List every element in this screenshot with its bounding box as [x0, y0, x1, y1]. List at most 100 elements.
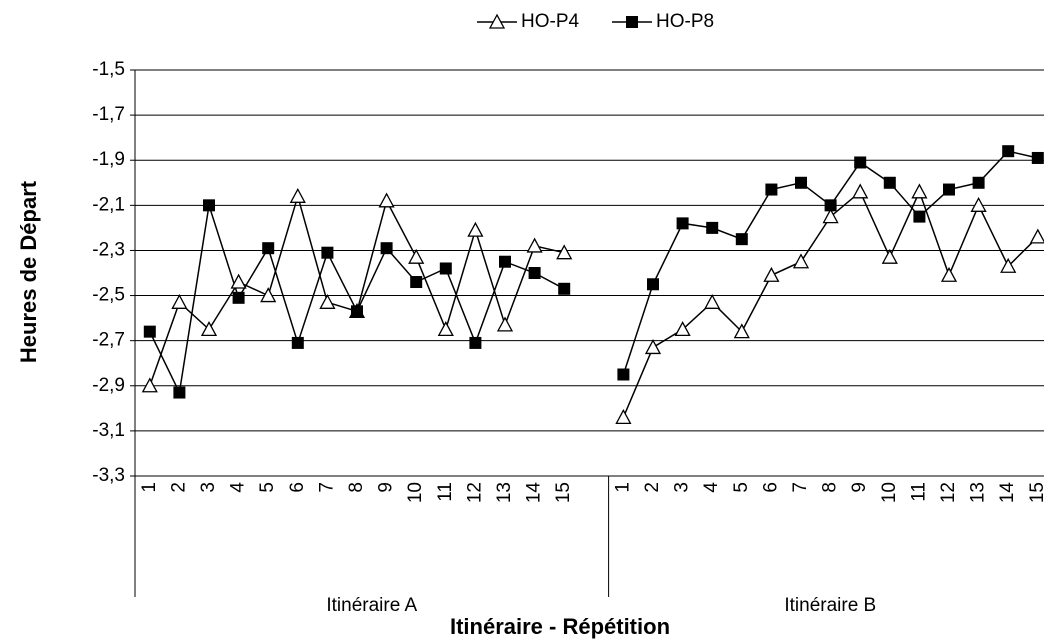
marker: [380, 242, 393, 255]
marker: [854, 156, 867, 169]
y-tick-label: -2,1: [92, 194, 125, 215]
marker: [143, 325, 156, 338]
y-tick-label: -2,7: [92, 330, 125, 351]
marker: [200, 321, 218, 337]
marker: [615, 408, 632, 425]
marker: [735, 233, 748, 246]
marker: [439, 262, 452, 275]
y-tick-label: -2,5: [92, 285, 125, 306]
marker: [556, 244, 573, 260]
marker: [1029, 228, 1044, 244]
marker: [499, 255, 511, 268]
marker: [173, 386, 186, 399]
x-tick-label: 15: [1027, 482, 1044, 503]
y-tick-label: -1,7: [92, 104, 125, 125]
marker: [883, 176, 896, 189]
x-tick-label: 11: [908, 482, 929, 502]
marker: [289, 187, 306, 203]
marker: [321, 246, 334, 259]
legend-marker: [488, 13, 506, 29]
x-tick-label: 4: [701, 482, 722, 493]
marker: [1000, 257, 1017, 273]
marker: [733, 323, 750, 339]
x-tick-label: 14: [524, 482, 545, 504]
marker: [526, 237, 543, 253]
x-axis-title: Itinéraire - Répétition: [450, 614, 670, 639]
marker: [704, 293, 721, 309]
marker: [913, 210, 926, 223]
marker: [970, 196, 987, 212]
marker: [408, 248, 425, 264]
x-tick-label: 1: [139, 482, 160, 493]
marker: [203, 199, 215, 212]
x-tick-label: 3: [198, 482, 219, 493]
marker: [911, 183, 928, 199]
marker: [676, 217, 689, 230]
x-tick-label: 9: [376, 482, 397, 493]
marker: [647, 278, 659, 291]
marker: [1031, 151, 1044, 164]
marker: [795, 176, 807, 189]
x-tick-label: 13: [494, 482, 515, 503]
x-tick-label: 7: [790, 482, 811, 493]
marker: [617, 368, 630, 381]
x-tick-label: 5: [731, 482, 752, 493]
x-tick-label: 9: [849, 482, 870, 493]
x-tick-label: 2: [642, 482, 663, 493]
marker: [644, 339, 662, 355]
marker: [822, 208, 839, 224]
marker: [171, 293, 188, 309]
marker: [1002, 145, 1015, 158]
marker: [528, 267, 541, 279]
x-tick-label: 1: [612, 482, 633, 493]
marker: [319, 293, 336, 309]
group-label: Itinéraire A: [326, 595, 417, 616]
marker: [467, 221, 484, 237]
y-axis-title: Heures de Départ: [16, 180, 41, 363]
marker: [674, 321, 691, 337]
x-tick-label: 15: [553, 482, 574, 503]
marker: [763, 266, 780, 282]
marker: [496, 316, 514, 332]
x-tick-label: 6: [287, 482, 308, 493]
marker: [262, 242, 275, 255]
marker: [852, 183, 869, 199]
marker: [410, 276, 423, 289]
marker: [972, 176, 985, 189]
marker: [940, 266, 958, 282]
marker: [792, 253, 810, 269]
x-tick-label: 10: [405, 482, 426, 503]
marker: [943, 183, 955, 196]
marker: [881, 248, 898, 264]
y-tick-label: -3,3: [92, 465, 125, 486]
marker: [260, 287, 277, 303]
marker: [706, 221, 719, 234]
y-tick-label: -2,3: [92, 239, 125, 260]
marker: [558, 282, 571, 295]
x-tick-label: 10: [879, 482, 900, 503]
x-tick-label: 4: [228, 482, 249, 493]
marker: [824, 199, 837, 212]
marker: [378, 192, 395, 208]
marker: [141, 377, 158, 393]
legend-label: HO-P4: [521, 11, 580, 32]
x-tick-label: 8: [820, 482, 841, 493]
legend-marker: [626, 16, 638, 28]
marker: [437, 321, 454, 337]
marker: [291, 336, 304, 349]
x-tick-label: 13: [968, 482, 989, 503]
marker: [351, 305, 363, 318]
y-tick-label: -3,1: [92, 420, 125, 441]
series-line: [149, 150, 1038, 396]
y-tick-label: -2,9: [92, 375, 125, 396]
marker: [765, 183, 778, 196]
x-tick-label: 2: [168, 482, 189, 493]
x-tick-label: 14: [997, 482, 1018, 504]
x-tick-label: 12: [938, 482, 959, 503]
x-tick-label: 5: [257, 482, 278, 493]
x-tick-label: 8: [346, 482, 367, 493]
marker: [232, 291, 245, 304]
y-tick-label: -1,9: [92, 149, 125, 170]
x-tick-label: 3: [672, 482, 693, 493]
